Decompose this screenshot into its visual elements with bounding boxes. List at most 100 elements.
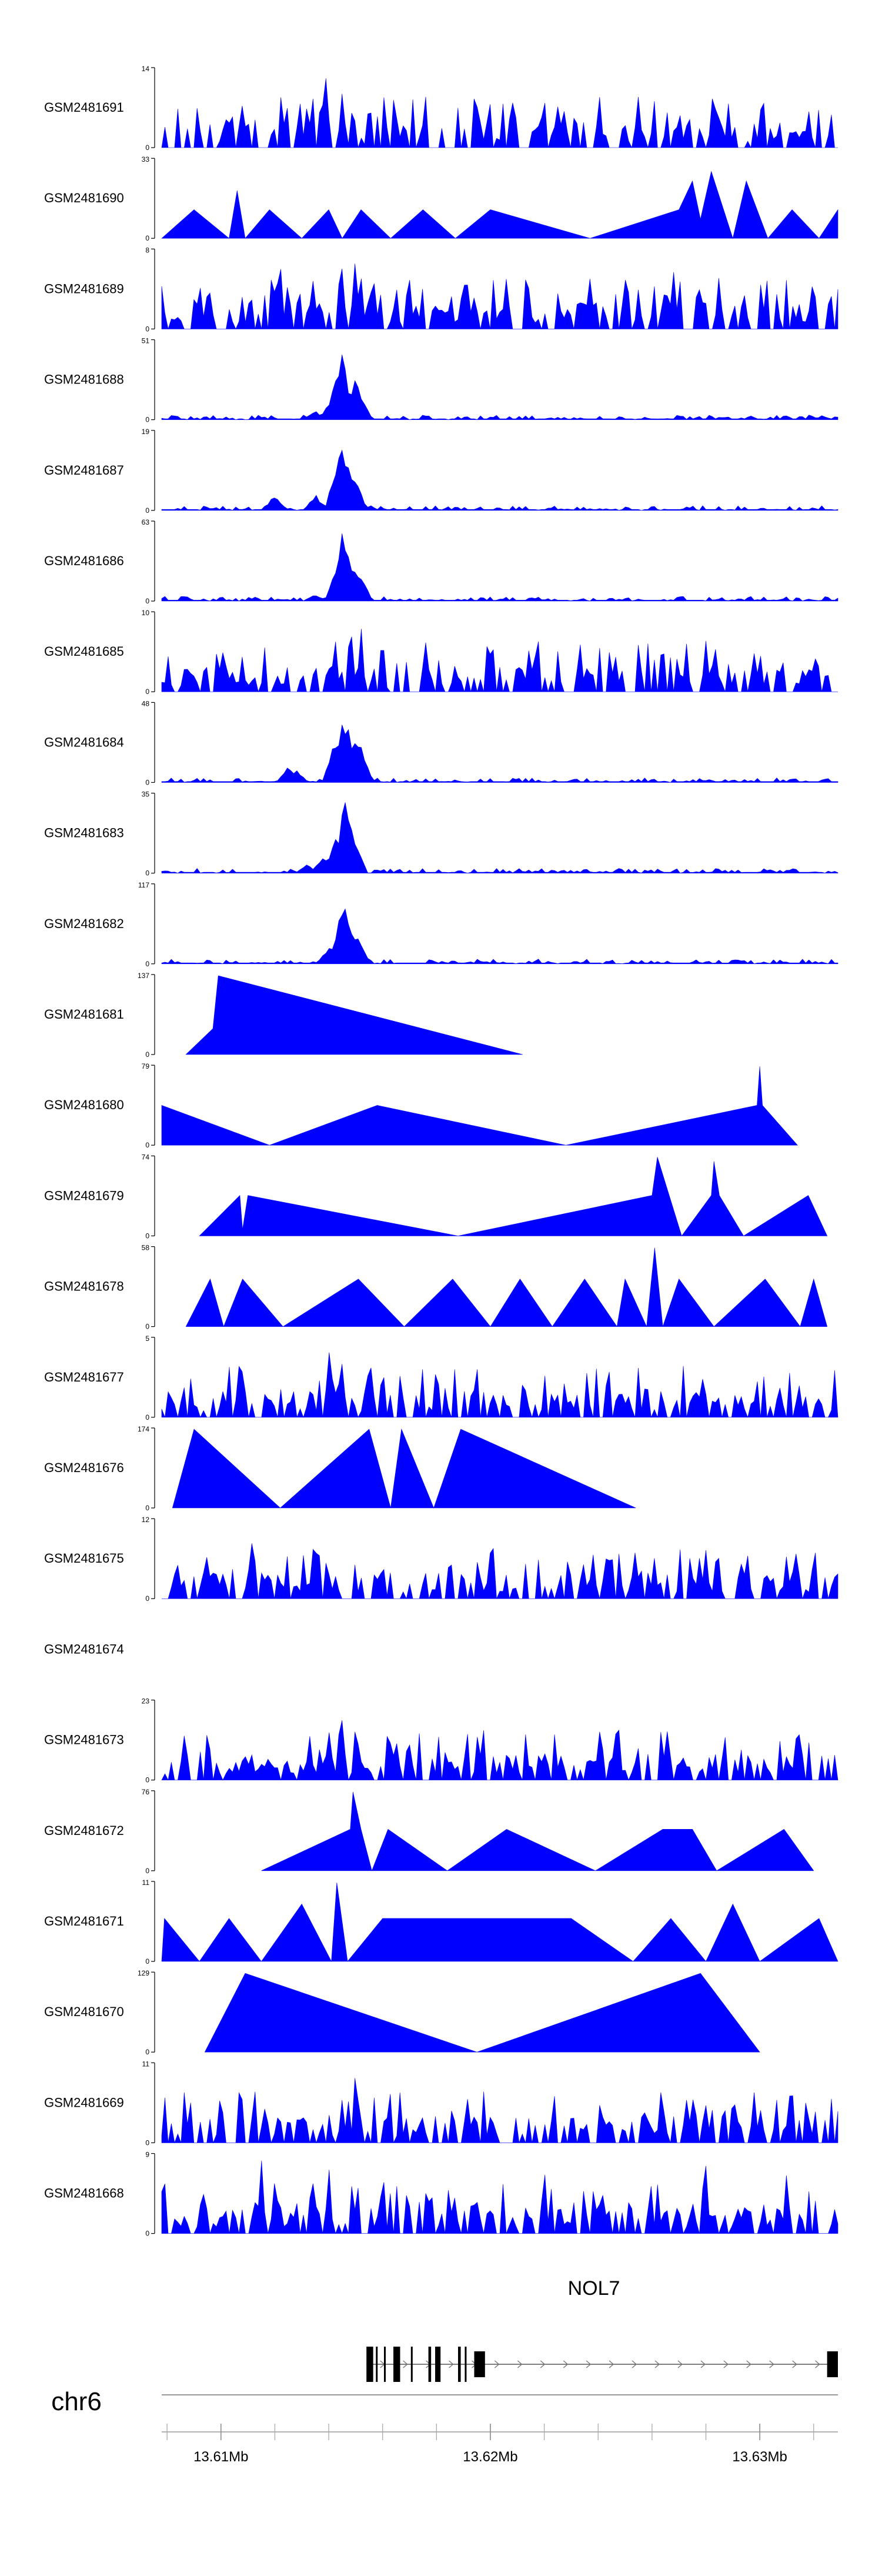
y-tick-label: 5: [145, 1334, 149, 1343]
y-tick-label: 33: [142, 155, 150, 163]
strand-arrow: [403, 2360, 408, 2368]
track-label: GSM2481679: [44, 1188, 124, 1203]
y-tick-label: 0: [145, 234, 149, 242]
y-tick-label: 74: [142, 1153, 150, 1161]
y-tick-label: 0: [145, 2138, 149, 2147]
strand-arrow: [563, 2360, 569, 2368]
coverage-area: [162, 1543, 838, 1600]
coverage-area: [261, 1791, 814, 1871]
coverage-area: [161, 355, 838, 420]
gene-exon: [410, 2347, 413, 2382]
y-tick-label: 174: [138, 1425, 149, 1433]
track-label: GSM2481677: [44, 1370, 124, 1384]
gene-exon: [383, 2347, 386, 2382]
y-tick-label: 0: [145, 1504, 149, 1512]
y-tick-label: 0: [145, 2230, 149, 2238]
track-label: GSM2481691: [44, 100, 124, 115]
y-tick-label: 58: [142, 1244, 150, 1252]
track-label: GSM2481668: [44, 2186, 124, 2201]
track-label: GSM2481689: [44, 281, 124, 296]
y-tick-label: 79: [142, 1062, 150, 1070]
coverage-area: [161, 171, 838, 239]
track-label: GSM2481669: [44, 2095, 124, 2110]
track-label: GSM2481673: [44, 1733, 124, 1747]
y-tick-label: 0: [145, 778, 149, 786]
y-tick-label: 0: [145, 506, 149, 515]
coverage-area: [161, 78, 838, 149]
y-tick-label: 0: [145, 325, 149, 333]
track-label: GSM2481670: [44, 2004, 124, 2019]
y-tick-label: 11: [142, 1878, 150, 1887]
track-label: GSM2481671: [44, 1914, 124, 1928]
track-label: GSM2481675: [44, 1551, 124, 1566]
strand-arrow: [449, 2360, 454, 2368]
y-tick-label: 23: [142, 1697, 150, 1706]
y-tick-label: 19: [142, 428, 150, 436]
strand-arrow: [494, 2360, 500, 2368]
track-label: GSM2481680: [44, 1097, 124, 1112]
track-label: GSM2481685: [44, 644, 124, 659]
gene-exon: [393, 2347, 400, 2382]
coverage-area: [161, 629, 838, 693]
y-tick-label: 0: [145, 1867, 149, 1875]
strand-arrow: [586, 2360, 592, 2368]
axis-tick-label: 13.61Mb: [193, 2449, 248, 2465]
strand-arrow: [540, 2360, 546, 2368]
coverage-area: [161, 263, 838, 330]
gene-exon: [827, 2351, 838, 2377]
y-tick-label: 0: [145, 144, 149, 152]
y-tick-label: 0: [145, 1141, 149, 1149]
y-tick-label: 9: [145, 2151, 149, 2159]
coverage-area: [172, 1428, 636, 1509]
track-label: GSM2481684: [44, 735, 124, 749]
track-label: GSM2481683: [44, 826, 124, 840]
y-tick-label: 0: [145, 416, 149, 424]
y-tick-label: 0: [145, 1050, 149, 1059]
gene-exon: [457, 2347, 461, 2382]
gene-exon: [428, 2347, 432, 2382]
y-tick-label: 0: [145, 2048, 149, 2056]
strand-arrow: [746, 2360, 751, 2368]
y-tick-label: 129: [138, 1969, 149, 1977]
y-tick-label: 0: [145, 1232, 149, 1240]
gene-name-label: NOL7: [568, 2277, 620, 2300]
y-tick-label: 35: [142, 790, 150, 799]
strand-arrow: [769, 2360, 774, 2368]
coverage-area: [204, 1973, 760, 2053]
strand-arrow: [654, 2360, 660, 2368]
strand-arrow: [700, 2360, 706, 2368]
coverage-area: [161, 1352, 838, 1418]
gene-exon: [435, 2347, 441, 2382]
y-tick-label: 14: [142, 65, 150, 73]
strand-arrow: [609, 2360, 614, 2368]
y-tick-label: 0: [145, 1323, 149, 1331]
coverage-area: [161, 908, 838, 965]
coverage-area: [161, 449, 838, 511]
y-tick-label: 11: [142, 2060, 150, 2068]
chromosome-label: chr6: [51, 2387, 102, 2416]
coverage-area: [185, 1247, 828, 1327]
y-tick-label: 51: [142, 337, 150, 345]
coverage-area: [199, 1157, 828, 1237]
y-tick-label: 0: [145, 1594, 149, 1603]
y-tick-label: 10: [142, 609, 150, 617]
track-label: GSM2481688: [44, 372, 124, 387]
gene-exon: [474, 2351, 485, 2377]
track-label: GSM2481690: [44, 191, 124, 205]
strand-arrow: [815, 2360, 820, 2368]
strand-arrow: [723, 2360, 729, 2368]
coverage-area: [185, 975, 523, 1055]
track-label: GSM2481672: [44, 1823, 124, 1838]
gene-exon: [376, 2347, 378, 2382]
gene-exon: [366, 2347, 373, 2382]
strand-arrow: [677, 2360, 683, 2368]
y-tick-label: 137: [138, 972, 149, 980]
y-tick-label: 0: [145, 960, 149, 968]
y-tick-label: 0: [145, 1957, 149, 1966]
track-label: GSM2481687: [44, 463, 124, 478]
y-tick-label: 117: [138, 881, 149, 889]
y-tick-label: 48: [142, 699, 150, 708]
track-label: GSM2481678: [44, 1279, 124, 1294]
coverage-area: [161, 725, 838, 783]
y-tick-label: 0: [145, 1413, 149, 1422]
